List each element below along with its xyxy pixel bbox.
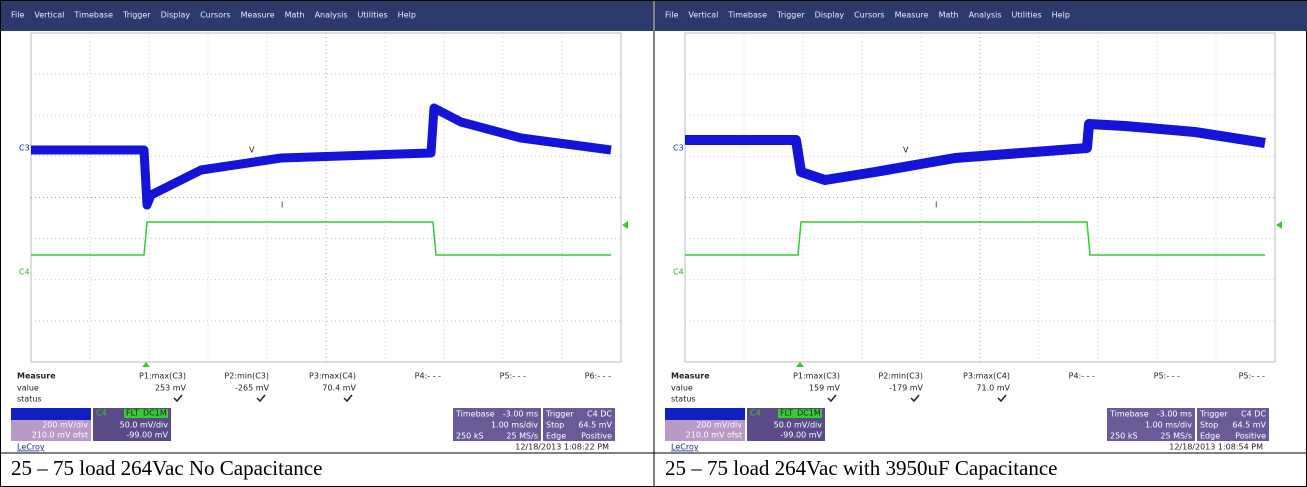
c3-offset: 210.0 mV ofst: [686, 431, 742, 440]
c4-tag: DC1M: [143, 409, 167, 418]
c4-label: C4: [96, 409, 107, 418]
menu-item[interactable]: Math: [939, 11, 959, 20]
c4-tag: DC1M: [797, 409, 821, 418]
timebase-delay: -3.00 ms: [1157, 410, 1192, 419]
timebase-scale: 1.00 ms/div: [1145, 421, 1192, 430]
c3-box-top: [665, 408, 745, 420]
channel-label: C3: [19, 144, 30, 153]
timebase-rate: 25 MS/s: [506, 432, 538, 441]
menu-item[interactable]: Trigger: [776, 11, 805, 20]
measure-row-label: status: [17, 395, 42, 404]
menu-item[interactable]: Analysis: [315, 11, 348, 20]
param-name: P1:max(C3): [793, 372, 840, 381]
measure-row-label: status: [671, 395, 696, 404]
menu-item[interactable]: File: [665, 11, 678, 20]
channel-label: C4: [673, 268, 684, 277]
trigger-source: C4 DC: [587, 410, 612, 419]
param-value: 70.4 mV: [322, 384, 356, 393]
trigger-type: Edge: [1200, 432, 1220, 441]
menu-item[interactable]: Help: [398, 11, 416, 20]
timebase-rate: 25 MS/s: [1160, 432, 1192, 441]
c3-scale: 200 mV/div: [696, 421, 742, 430]
param-name: P4:- - -: [415, 372, 441, 381]
menu-item[interactable]: Vertical: [34, 11, 64, 20]
trigger-slope: Positive: [581, 432, 612, 441]
menu-item[interactable]: Timebase: [727, 11, 767, 20]
menu-item[interactable]: Math: [285, 11, 305, 20]
timebase-label: Timebase: [1109, 410, 1149, 419]
c4-tag: FLT: [780, 409, 793, 418]
c4-scale: 50.0 mV/div: [120, 421, 169, 430]
trace-marker: V: [249, 146, 255, 155]
trace-marker: I: [935, 201, 937, 210]
menu-item[interactable]: Vertical: [688, 11, 718, 20]
trigger-level: 64.5 mV: [1232, 421, 1266, 430]
timebase-delay: -3.00 ms: [503, 410, 538, 419]
measure-row-label: value: [17, 384, 39, 393]
menu-item[interactable]: Trigger: [122, 11, 151, 20]
menu-item[interactable]: Measure: [241, 11, 275, 20]
c4-tag: FLT: [126, 409, 139, 418]
trigger-slope: Positive: [1235, 432, 1266, 441]
measure-title: Measure: [671, 372, 710, 381]
menu-item[interactable]: Display: [815, 11, 845, 20]
menu-item[interactable]: File: [11, 11, 24, 20]
menu-item[interactable]: Utilities: [1012, 11, 1042, 20]
param-name: P3:max(C4): [963, 372, 1010, 381]
trace-marker: V: [903, 146, 909, 155]
param-value: 71.0 mV: [976, 384, 1010, 393]
menu-item[interactable]: Analysis: [969, 11, 1002, 20]
c3-scale: 200 mV/div: [42, 421, 88, 430]
menu-item[interactable]: Utilities: [358, 11, 388, 20]
param-value: 159 mV: [809, 384, 841, 393]
trigger-mode: Stop: [1200, 421, 1218, 430]
param-name: P2:min(C3): [224, 372, 269, 381]
trigger-level: 64.5 mV: [578, 421, 612, 430]
menu-item[interactable]: Display: [161, 11, 191, 20]
trigger-source: C4 DC: [1241, 410, 1266, 419]
param-name: P4:- - -: [1069, 372, 1095, 381]
c4-label: C4: [750, 409, 761, 418]
menu-item[interactable]: Cursors: [854, 11, 884, 20]
param-name: P2:min(C3): [878, 372, 923, 381]
measure-title: Measure: [17, 372, 56, 381]
menu-item[interactable]: Help: [1052, 11, 1070, 20]
param-name: P6:- - -: [585, 372, 611, 381]
caption: 25 – 75 load 264Vac No Capacitance: [11, 456, 322, 480]
channel-label: C3: [673, 144, 684, 153]
timestamp: 12/18/2013 1:08:22 PM: [515, 443, 609, 452]
c3-box-top: [11, 408, 91, 420]
menu-item[interactable]: Cursors: [200, 11, 230, 20]
brand: LeCroy: [671, 443, 699, 452]
caption: 25 – 75 load 264Vac with 3950uF Capacita…: [665, 456, 1058, 480]
c3-offset: 210.0 mV ofst: [32, 431, 88, 440]
param-name: P1:max(C3): [139, 372, 186, 381]
param-name: P5:- - -: [1154, 372, 1180, 381]
timebase-samples: 250 kS: [456, 432, 484, 441]
c4-offset: -99.00 mV: [126, 431, 168, 440]
menu-item[interactable]: Measure: [895, 11, 929, 20]
param-value: -265 mV: [235, 384, 269, 393]
channel-label: C4: [19, 268, 30, 277]
screenshot: File Vertical Timebase Trigger Display Cursor…: [0, 0, 1307, 487]
trigger-label: Trigger: [545, 410, 574, 419]
menu-item[interactable]: Timebase: [73, 11, 113, 20]
brand: LeCroy: [17, 443, 45, 452]
timestamp: 12/18/2013 1:08:54 PM: [1169, 443, 1263, 452]
measure-row-label: value: [671, 384, 693, 393]
param-value: 253 mV: [155, 384, 187, 393]
trigger-mode: Stop: [546, 421, 564, 430]
timebase-scale: 1.00 ms/div: [491, 421, 538, 430]
param-name: P5:- - -: [1239, 372, 1265, 381]
c4-offset: -99.00 mV: [780, 431, 822, 440]
timebase-label: Timebase: [455, 410, 495, 419]
param-value: -179 mV: [889, 384, 923, 393]
timebase-samples: 250 kS: [1110, 432, 1138, 441]
param-name: P5:- - -: [500, 372, 526, 381]
c4-scale: 50.0 mV/div: [774, 421, 823, 430]
trigger-label: Trigger: [1199, 410, 1228, 419]
trace-marker: I: [281, 201, 283, 210]
trigger-type: Edge: [546, 432, 566, 441]
param-name: P3:max(C4): [309, 372, 356, 381]
